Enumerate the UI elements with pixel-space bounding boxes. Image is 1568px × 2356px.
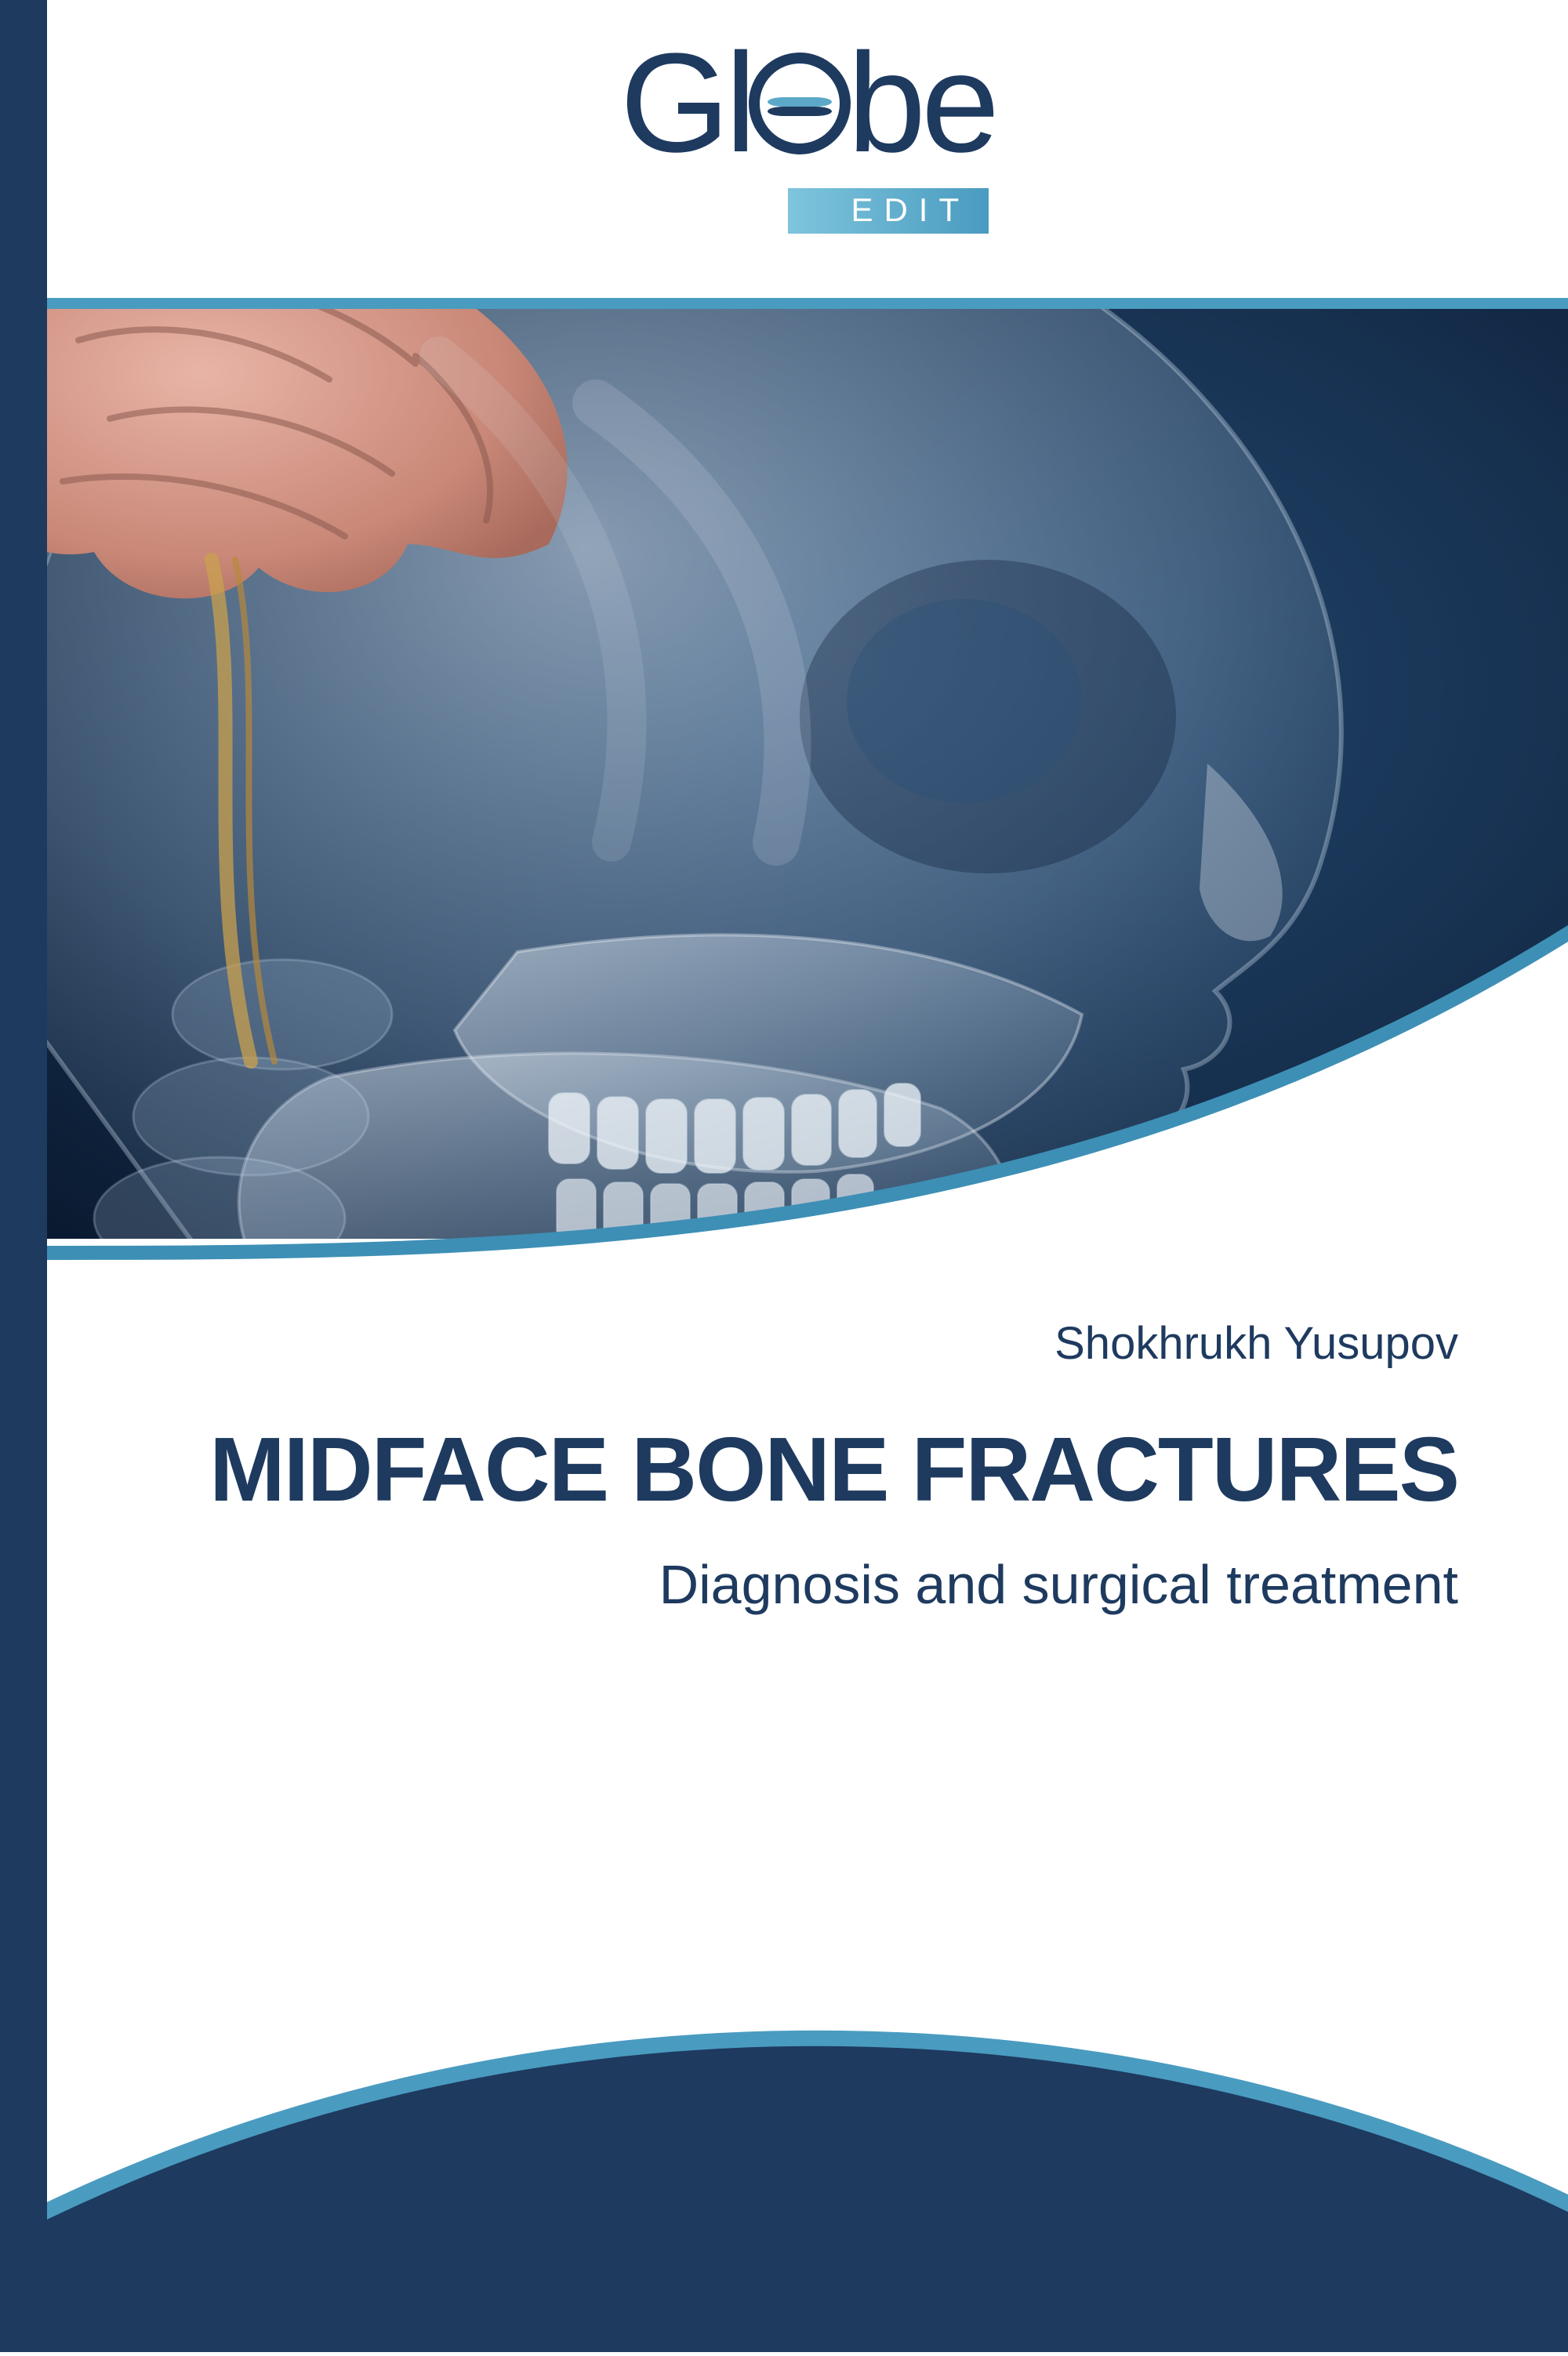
spine-bar [0, 0, 47, 2352]
book-title: MIDFACE BONE FRACTURES [47, 1417, 1458, 1522]
logo-text-right: be [848, 33, 995, 174]
cover-text-block: Shokhrukh Yusupov MIDFACE BONE FRACTURES… [47, 1317, 1568, 1616]
logo-wordmark: Gl be [620, 33, 995, 174]
bottom-swoosh [0, 1803, 1568, 2352]
publisher-logo: Gl be EDIT [620, 33, 995, 234]
book-subtitle: Diagnosis and surgical treatment [47, 1553, 1458, 1616]
skull-xray-illustration [47, 309, 1568, 1239]
logo-edit-badge: EDIT [788, 188, 989, 234]
globe-icon [749, 53, 851, 154]
author-name: Shokhrukh Yusupov [47, 1317, 1458, 1370]
cover-image-panel [47, 298, 1568, 1239]
header: Gl be EDIT [47, 0, 1568, 298]
logo-text-left: Gl [620, 33, 752, 174]
